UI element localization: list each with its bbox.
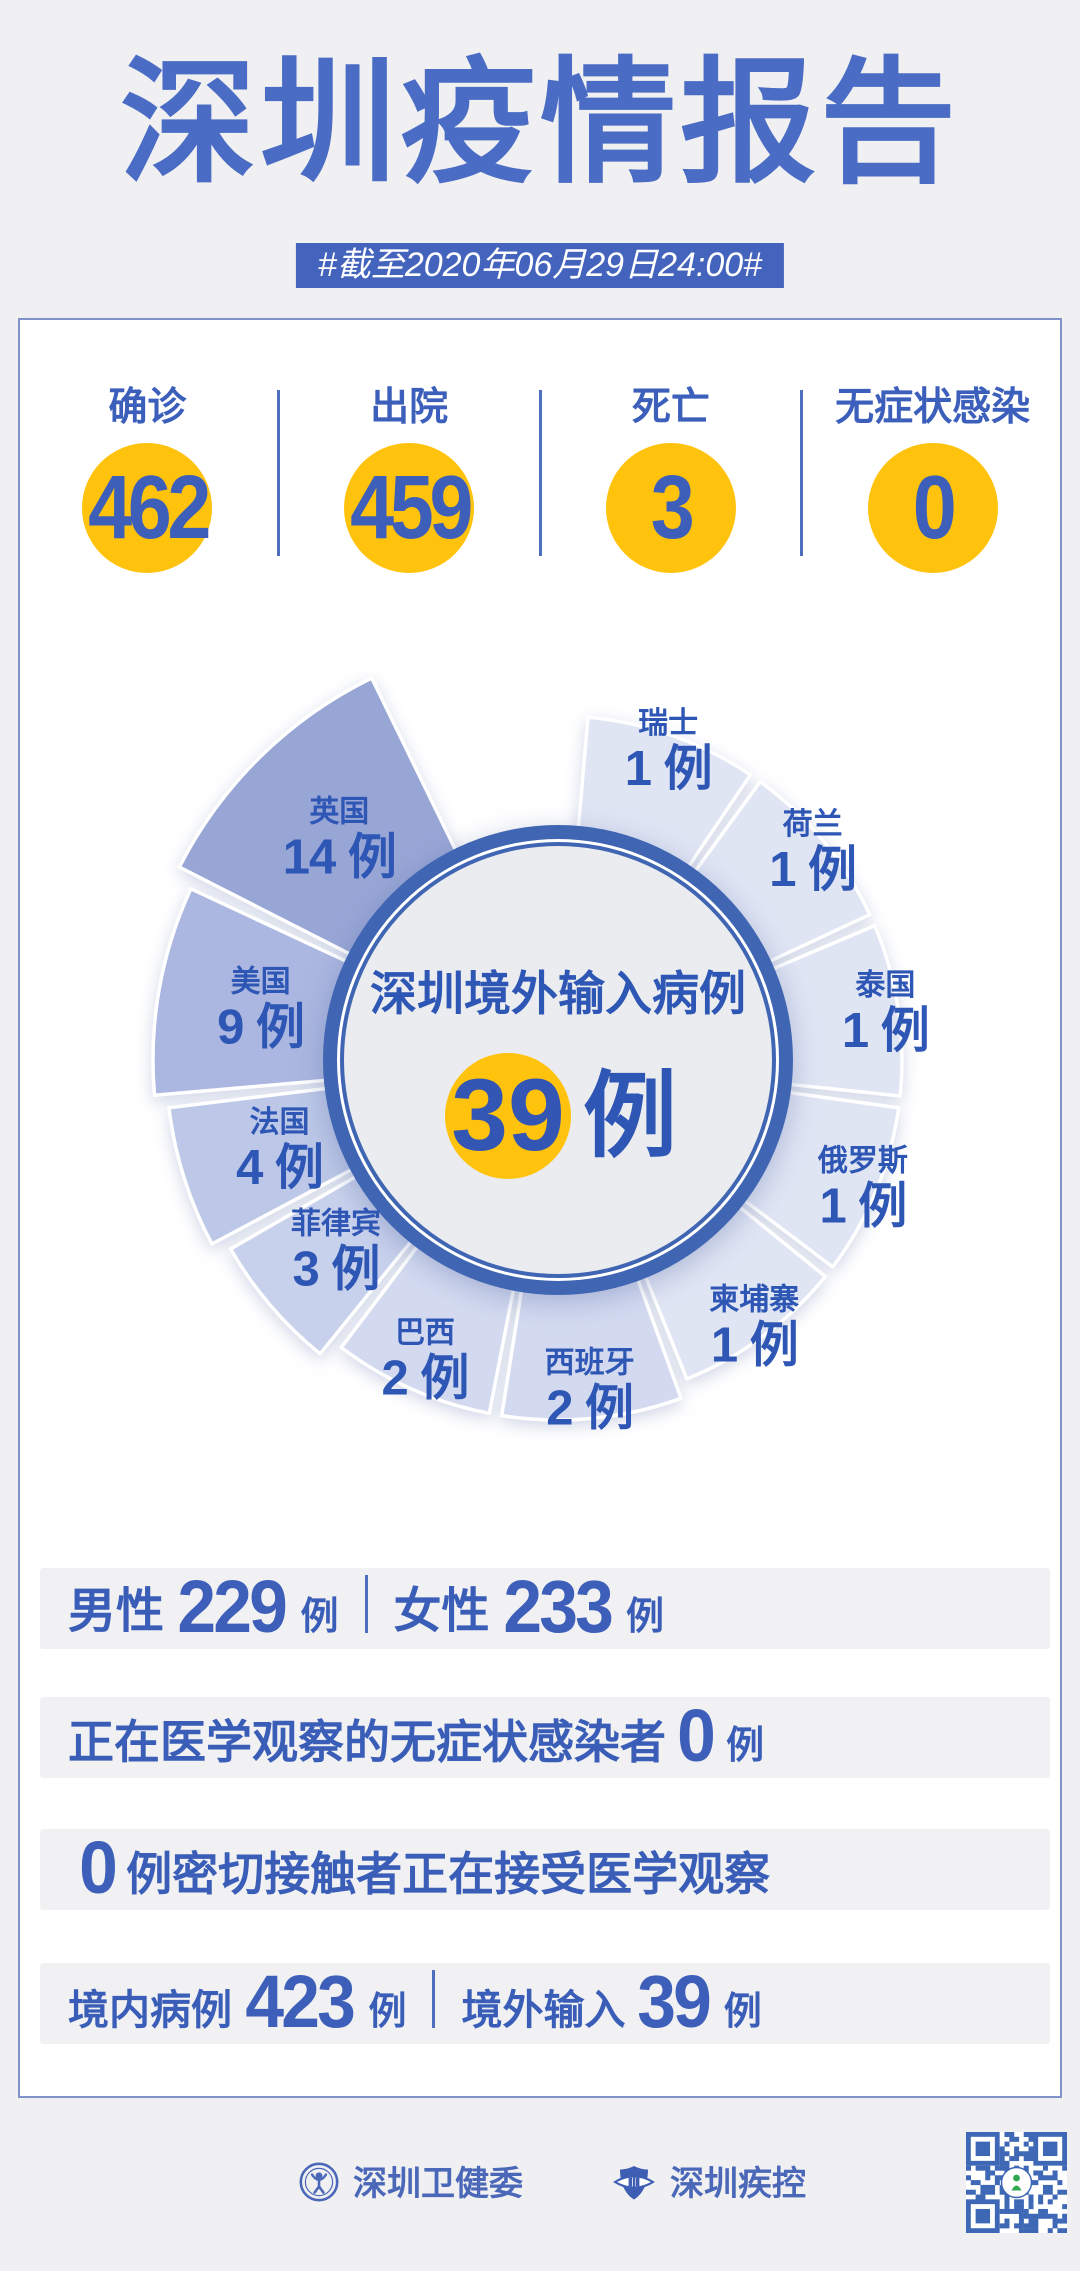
footer-org2-name: 深圳疾控 <box>670 2165 806 2203</box>
summary-stat-死亡: 死亡 3 <box>542 388 801 573</box>
detail-row: 0 例密切接触者正在接受医学观察 <box>40 1829 1050 1910</box>
wedge-value-label: 1 例 <box>769 843 856 897</box>
wedge-value-label: 1 例 <box>842 1004 929 1058</box>
stat-label: 死亡 <box>631 386 710 429</box>
stat-circle: 3 <box>605 443 736 573</box>
wedge-value-label: 4 例 <box>236 1141 323 1195</box>
total-highlight-circle <box>445 1053 571 1179</box>
chart-total-unit: 例 <box>583 1063 677 1168</box>
stat-label: 出院 <box>370 386 449 429</box>
row-text: 例 <box>300 1596 339 1638</box>
wedge-value-label: 14 例 <box>283 830 396 884</box>
stat-label: 确诊 <box>108 386 187 429</box>
stat-circle: 0 <box>867 443 998 573</box>
wedge-country-label: 瑞士 <box>638 707 698 740</box>
wedge-country-label: 法国 <box>250 1106 310 1139</box>
row-text: 境外输入 <box>461 1987 626 2033</box>
row-text: 0 <box>677 1693 716 1777</box>
wedge-value-label: 9 例 <box>217 1001 304 1055</box>
stat-value: 3 <box>651 458 695 558</box>
detail-row: 正在医学观察的无症状感染者 0 例 <box>40 1697 1050 1778</box>
row-text: 例 <box>625 1596 664 1638</box>
row-text: 正在医学观察的无症状感染者 <box>68 1716 666 1768</box>
row-text: 233 <box>502 1564 613 1648</box>
summary-stat-出院: 出院 459 <box>280 388 539 573</box>
wedge-country-label: 俄罗斯 <box>817 1144 908 1177</box>
row-text: 0 <box>79 1825 118 1909</box>
imported-cases-fan-chart: 深圳境外输入病例 39 例瑞士 1 例荷兰 1 例泰国 1 例俄罗斯 1 例柬埔寨 1 例西班… <box>0 600 1080 1530</box>
wedge-country-label: 巴西 <box>395 1317 455 1350</box>
summary-stats-row: 确诊 462 出院 459 死亡 3 无症状感染 0 <box>18 388 1062 648</box>
stat-value: 0 <box>912 458 957 558</box>
row-text: 423 <box>245 1959 355 2043</box>
wedge-value-label: 3 例 <box>293 1243 380 1297</box>
wedge-country-label: 西班牙 <box>545 1346 635 1379</box>
detail-row: 男性 229 例女性 233 例 <box>40 1568 1050 1649</box>
row-text: 39 <box>637 1959 713 2043</box>
stat-circle: 462 <box>82 443 213 573</box>
summary-separator <box>276 390 280 556</box>
stat-value: 462 <box>87 458 211 558</box>
wedge-country-label: 泰国 <box>855 969 915 1002</box>
wedge-value-label: 2 例 <box>382 1352 469 1406</box>
footer-org1-name: 深圳卫健委 <box>353 2165 523 2203</box>
row-text: 例 <box>368 1991 407 2033</box>
wedge-country-label: 美国 <box>231 965 291 999</box>
wedge-value-label: 2 例 <box>546 1381 633 1435</box>
wedge-country-label: 英国 <box>309 795 369 828</box>
summary-stat-确诊: 确诊 462 <box>18 388 277 573</box>
qr-code <box>966 2132 1068 2234</box>
stat-circle: 459 <box>344 443 475 573</box>
summary-stat-无症状感染: 无症状感染 0 <box>803 388 1062 573</box>
wedge-value-label: 1 例 <box>711 1318 798 1372</box>
cdc-shield-logo-icon <box>612 2161 656 2208</box>
wedge-value-label: 1 例 <box>625 742 712 796</box>
stat-label: 无症状感染 <box>835 386 1031 429</box>
chart-total-value: 39 <box>451 1058 564 1172</box>
detail-row: 境内病例 423 例境外输入 39 例 <box>40 1963 1050 2044</box>
row-text: 例 <box>726 1725 765 1767</box>
row-text: 男性 <box>68 1585 165 1638</box>
wedge-value-label: 1 例 <box>819 1179 906 1233</box>
chart-center-disc: 深圳境外输入病例 39 例 <box>323 825 793 1295</box>
wedge-country-label: 菲律宾 <box>291 1208 381 1241</box>
row-text: 例 <box>723 1991 762 2033</box>
row-text: 女性 <box>393 1585 490 1638</box>
row-separator <box>432 1970 436 2028</box>
health-commission-logo-icon <box>299 2161 339 2207</box>
row-text: 例密切接触者正在接受医学观察 <box>126 1848 771 1900</box>
page-title: 深圳疫情报告 <box>120 47 960 199</box>
row-text: 境内病例 <box>68 1987 232 2033</box>
chart-title: 深圳境外输入病例 <box>370 967 746 1020</box>
wedge-country-label: 柬埔寨 <box>709 1282 799 1316</box>
footer-org-cdc: 深圳疾控 <box>612 2162 806 2206</box>
summary-separator <box>800 390 804 556</box>
summary-separator <box>538 390 542 556</box>
footer-org-health-commission: 深圳卫健委 <box>299 2161 523 2207</box>
wedge-country-label: 荷兰 <box>783 808 843 841</box>
row-text: 229 <box>177 1564 287 1648</box>
stat-value: 459 <box>349 458 473 558</box>
row-separator <box>364 1575 368 1633</box>
date-badge: #截至2020年06月29日24:00# <box>295 243 785 288</box>
